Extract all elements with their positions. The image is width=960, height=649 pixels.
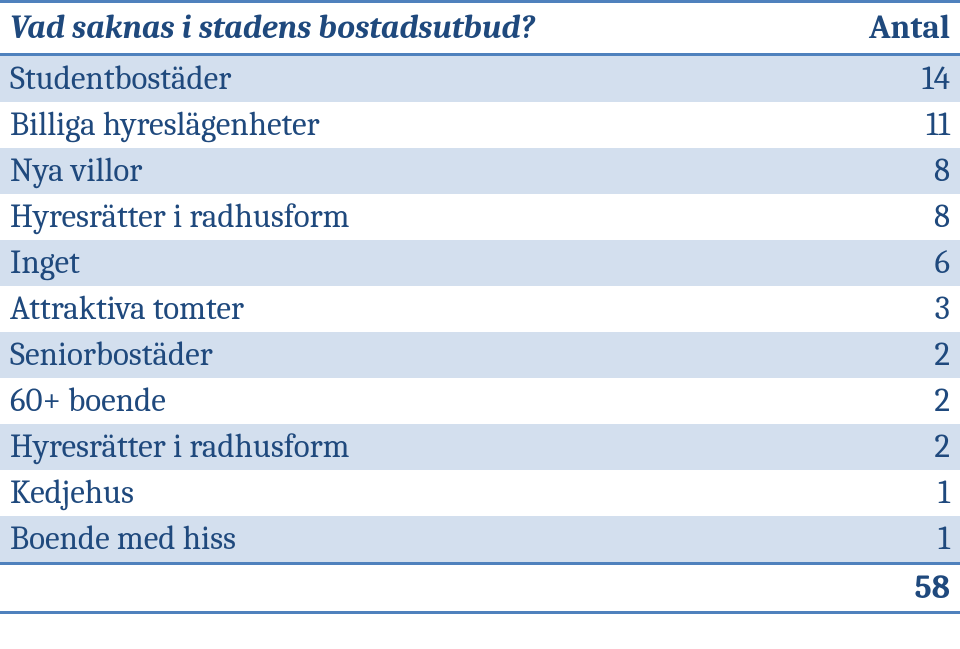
header-count: Antal xyxy=(787,2,960,55)
row-count: 1 xyxy=(787,516,960,564)
row-label: Boende med hiss xyxy=(0,516,787,564)
header-question: Vad saknas i stadens bostadsutbud? xyxy=(0,2,787,55)
row-count: 8 xyxy=(787,148,960,194)
row-label: Kedjehus xyxy=(0,470,787,516)
table-row: Studentbostäder 14 xyxy=(0,55,960,103)
table-row: Hyresrätter i radhusform 8 xyxy=(0,194,960,240)
housing-table-container: Vad saknas i stadens bostadsutbud? Antal… xyxy=(0,0,960,649)
row-count: 2 xyxy=(787,424,960,470)
row-label: Studentbostäder xyxy=(0,55,787,103)
table-total-row: 58 xyxy=(0,564,960,613)
total-empty xyxy=(0,564,787,613)
total-count: 58 xyxy=(787,564,960,613)
row-count: 8 xyxy=(787,194,960,240)
row-count: 2 xyxy=(787,378,960,424)
housing-table: Vad saknas i stadens bostadsutbud? Antal… xyxy=(0,0,960,614)
row-label: Hyresrätter i radhusform xyxy=(0,424,787,470)
table-row: Kedjehus 1 xyxy=(0,470,960,516)
row-label: Inget xyxy=(0,240,787,286)
row-label: Billiga hyreslägenheter xyxy=(0,102,787,148)
table-row: Billiga hyreslägenheter 11 xyxy=(0,102,960,148)
table-row: 60+ boende 2 xyxy=(0,378,960,424)
table-row: Attraktiva tomter 3 xyxy=(0,286,960,332)
row-label: Attraktiva tomter xyxy=(0,286,787,332)
row-count: 14 xyxy=(787,55,960,103)
table-row: Seniorbostäder 2 xyxy=(0,332,960,378)
table-row: Nya villor 8 xyxy=(0,148,960,194)
row-label: Hyresrätter i radhusform xyxy=(0,194,787,240)
table-row: Hyresrätter i radhusform 2 xyxy=(0,424,960,470)
row-count: 1 xyxy=(787,470,960,516)
table-header-row: Vad saknas i stadens bostadsutbud? Antal xyxy=(0,2,960,55)
row-label: Nya villor xyxy=(0,148,787,194)
row-count: 6 xyxy=(787,240,960,286)
table-row: Boende med hiss 1 xyxy=(0,516,960,564)
row-label: Seniorbostäder xyxy=(0,332,787,378)
row-count: 11 xyxy=(787,102,960,148)
table-row: Inget 6 xyxy=(0,240,960,286)
row-count: 3 xyxy=(787,286,960,332)
row-label: 60+ boende xyxy=(0,378,787,424)
row-count: 2 xyxy=(787,332,960,378)
